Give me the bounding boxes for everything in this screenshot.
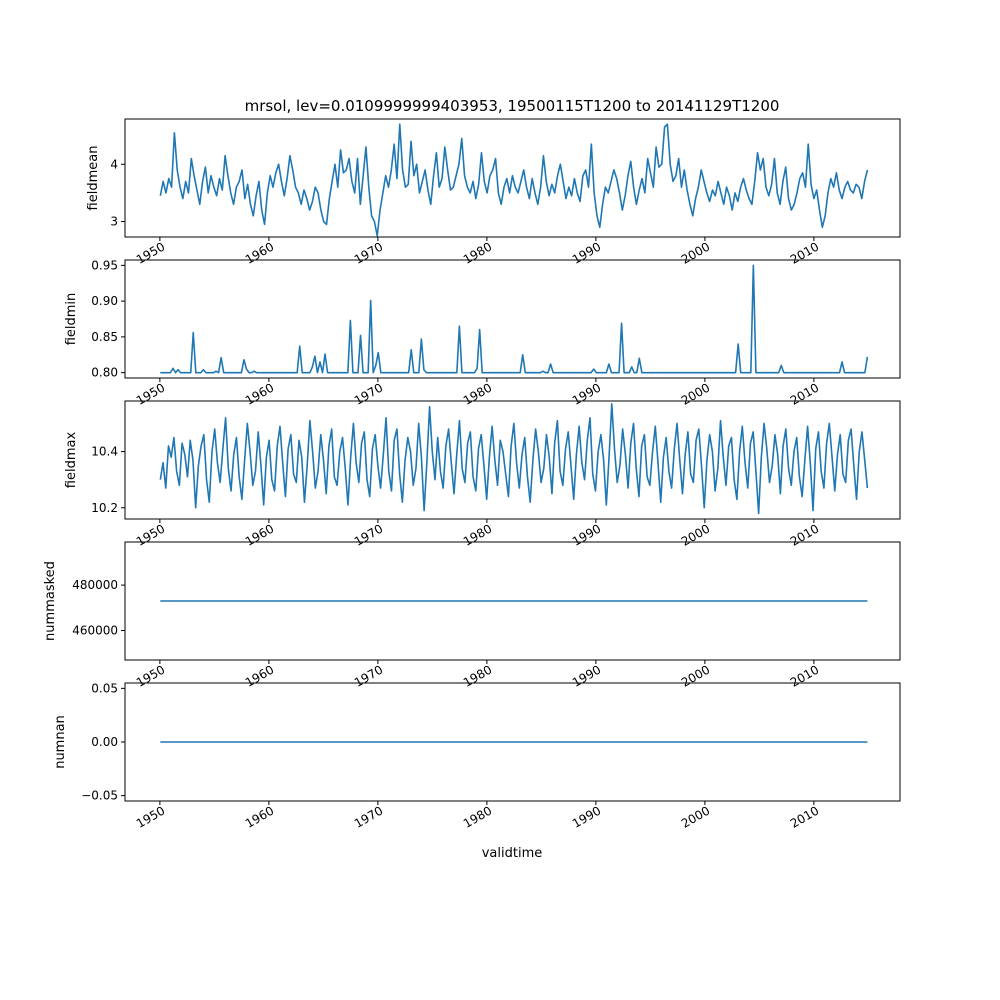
x-tick-label: 2010 — [788, 521, 821, 548]
y-tick-label: 0.05 — [91, 681, 118, 695]
x-tick-label: 1960 — [243, 662, 276, 689]
x-tick-label: 2000 — [679, 662, 712, 689]
panel-fieldmax: 10.2 10.4 1950 1960 1970 1980 1990 2000 2010 fiel… — [64, 400, 901, 549]
series-line-fieldmean — [159, 123, 869, 237]
series-line-fieldmax — [159, 403, 869, 515]
x-tick-label: 2010 — [788, 239, 821, 266]
series-line-fieldmin — [160, 264, 869, 374]
x-tick-label: 2010 — [788, 662, 821, 689]
x-tick-label: 1950 — [134, 380, 167, 407]
y-tick-label: 0.85 — [91, 330, 118, 344]
x-tick-label: 1990 — [570, 380, 603, 407]
x-tick-label: 1960 — [243, 380, 276, 407]
y-axis-label: fieldmax — [64, 432, 79, 489]
x-tick-label: 2010 — [788, 803, 821, 830]
chart-title: mrsol, lev=0.0109999999403953, 19500115T… — [245, 97, 780, 115]
panel-numnan: −0.05 0.00 0.05 1950 1960 1970 1980 1990 2000 201… — [53, 681, 901, 831]
y-tick-label: 10.2 — [91, 501, 118, 515]
x-axis-label: validtime — [482, 846, 543, 861]
x-tick-label: 1990 — [570, 521, 603, 548]
x-tick-label: 1950 — [134, 662, 167, 689]
x-tick-label: 2010 — [788, 380, 821, 407]
y-tick-label: 0.80 — [91, 366, 118, 380]
x-tick-label: 1950 — [134, 239, 167, 266]
x-tick-label: 1980 — [461, 380, 494, 407]
y-axis-label: fieldmean — [86, 146, 101, 211]
x-tick-label: 2000 — [679, 521, 712, 548]
y-tick-label: 0.90 — [91, 294, 118, 308]
x-tick-label: 1980 — [461, 521, 494, 548]
x-tick-label: 1970 — [352, 662, 385, 689]
x-tick-label: 2000 — [679, 380, 712, 407]
x-tick-label: 1990 — [570, 803, 603, 830]
x-tick-label: 1990 — [570, 239, 603, 266]
x-tick-label: 1970 — [352, 380, 385, 407]
x-tick-label: 1980 — [461, 239, 494, 266]
x-tick-label: 1970 — [352, 803, 385, 830]
panel-fieldmean: 3 4 1950 1960 1970 1980 1990 2000 2010 fieldmean — [86, 118, 901, 267]
y-tick-label: 0.95 — [91, 258, 118, 272]
x-tick-label: 1960 — [243, 521, 276, 548]
panel-nummasked: 460000 480000 1950 1960 1970 1980 1990 2000 2010… — [43, 541, 901, 690]
y-tick-label: 3 — [110, 215, 118, 229]
y-tick-label: 480000 — [72, 578, 118, 592]
x-tick-label: 2000 — [679, 803, 712, 830]
x-tick-label: 1960 — [243, 239, 276, 266]
y-axis-label: fieldmin — [64, 293, 79, 346]
x-tick-label: 1990 — [570, 662, 603, 689]
x-tick-label: 1960 — [243, 803, 276, 830]
axes-frame — [124, 118, 901, 238]
x-tick-label: 1980 — [461, 803, 494, 830]
y-tick-label: 460000 — [72, 624, 118, 638]
x-tick-label: 1970 — [352, 521, 385, 548]
axes-frame — [124, 259, 901, 379]
y-tick-label: 10.4 — [91, 445, 118, 459]
x-tick-label: 1980 — [461, 662, 494, 689]
y-axis-label: nummasked — [43, 561, 58, 641]
axes-frame — [124, 400, 901, 520]
x-tick-label: 1950 — [134, 803, 167, 830]
panel-fieldmin: 0.80 0.85 0.90 0.95 1950 1960 1970 1980 1990 2000… — [64, 258, 901, 408]
x-tick-label: 1970 — [352, 239, 385, 266]
y-tick-label: 4 — [110, 157, 118, 171]
y-tick-label: 0.00 — [91, 735, 118, 749]
x-tick-label: 2000 — [679, 239, 712, 266]
y-tick-label: −0.05 — [81, 789, 118, 803]
axes-frame — [124, 541, 901, 661]
y-axis-label: numnan — [53, 715, 68, 769]
x-tick-label: 1950 — [134, 521, 167, 548]
